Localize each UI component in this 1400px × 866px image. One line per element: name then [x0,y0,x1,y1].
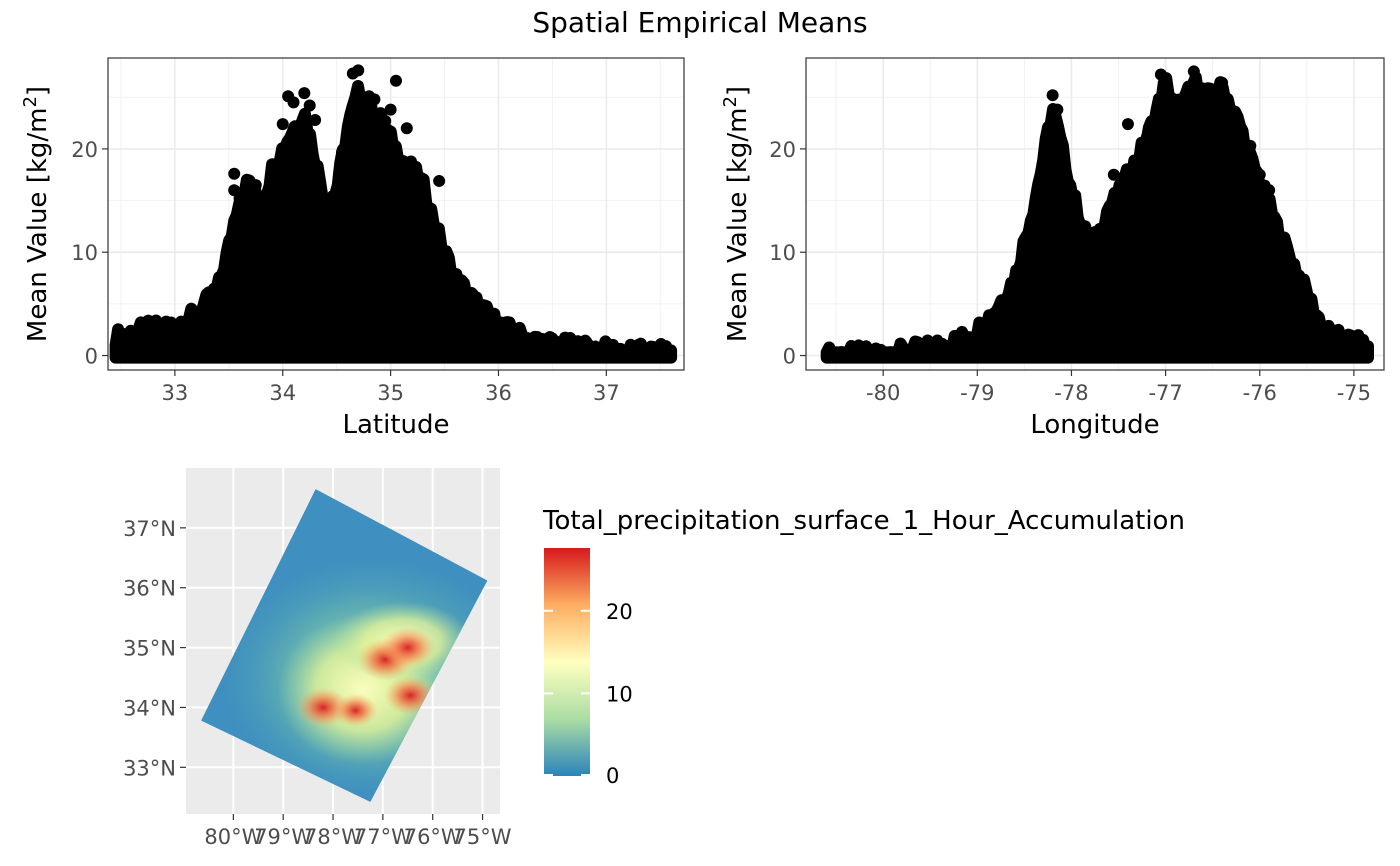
data-point [233,192,246,205]
data-point [373,127,386,140]
map-x-tick-label: 78°W [304,825,362,849]
map-y-tick-label: 36°N [123,577,176,601]
data-point [1154,68,1167,81]
data-point [228,167,241,180]
map-x-tick-label: 76°W [404,825,462,849]
longitude-y-axis-title: Mean Value [kg/m2] [720,86,753,342]
data-point [1169,111,1182,124]
y-tick-label: 20 [769,138,796,162]
x-tick-label: 35 [377,381,404,405]
data-point [1046,89,1059,102]
data-point [1216,76,1229,89]
x-tick-label: -80 [866,381,900,405]
data-point [1263,184,1276,197]
data-point [1183,96,1196,109]
data-point [433,174,446,187]
data-point [298,137,311,150]
legend-tick-label: 10 [606,682,633,706]
data-point [276,144,289,157]
data-point [1220,106,1233,119]
map-y-tick-label: 34°N [123,696,176,720]
map-x-tick-label: 75°W [454,825,512,849]
x-tick-label: 33 [162,381,189,405]
latitude-scatter-panel: 0 10 20 33 34 35 36 37 Latitude Mean Value [kg… [20,57,685,440]
data-point [1121,118,1134,131]
data-point [390,74,402,87]
x-tick-label: 37 [593,381,620,405]
legend-colorbar [544,548,590,776]
data-point [1244,139,1257,152]
data-point [1230,116,1243,129]
x-tick-label: -75 [1337,381,1371,405]
map-y-tick-label: 37°N [123,517,176,541]
data-point [1140,131,1153,144]
x-tick-label: 34 [269,381,296,405]
x-tick-label: -79 [960,381,994,405]
data-point [1159,97,1172,110]
y-tick-label: 10 [71,241,98,265]
figure-title: Spatial Empirical Means [532,6,867,39]
latitude-x-axis-title: Latitude [342,410,449,440]
data-point [1187,65,1200,78]
map-x-tick-label: 80°W [204,825,262,849]
data-point [1051,103,1064,116]
legend-title: Total_precipitation_surface_1_Hour_Accum… [542,506,1185,536]
data-point [1197,108,1210,121]
precip-hotspot [380,627,436,669]
data-point [309,113,322,126]
y-tick-label: 10 [769,241,796,265]
data-point [368,93,381,106]
x-tick-label: -76 [1243,381,1277,405]
data-point [357,101,370,114]
y-tick-label: 0 [783,345,796,369]
dense-point-cloud [109,80,678,364]
x-tick-label: -77 [1148,381,1182,405]
x-tick-label: -78 [1054,381,1088,405]
map-x-tick-label: 77°W [354,825,412,849]
map-y-tick-label: 35°N [123,637,176,661]
longitude-scatter-panel: 0 10 20 -80 -79 -78 -77 -76 -75 Longitude Mean … [720,57,1385,440]
data-point [1211,95,1224,108]
precipitation-map-panel: 33°N 34°N 35°N 36°N 37°N 80°W79°W78°W77°W76°… [123,468,512,849]
map-y-tick-label: 33°N [123,756,176,780]
y-tick-label: 20 [71,138,98,162]
data-point [303,99,316,112]
data-point [276,118,289,131]
data-point [1253,168,1266,181]
data-point [352,64,365,77]
data-point [1107,168,1120,181]
data-point [400,122,413,135]
longitude-x-axis-title: Longitude [1030,410,1159,440]
x-tick-label: 36 [485,381,512,405]
data-point [379,115,392,128]
data-point [298,87,311,100]
data-point [384,103,397,116]
color-legend: Total_precipitation_surface_1_Hour_Accum… [542,506,1185,788]
data-point [336,146,349,159]
latitude-y-axis-title: Mean Value [kg/m2] [20,86,53,342]
y-tick-label: 0 [85,345,98,369]
data-point [287,96,300,109]
data-point [416,181,429,194]
dense-point-cloud [820,71,1374,364]
precip-hotspot [333,693,378,728]
legend-tick-label: 20 [606,600,633,624]
data-point [249,179,262,192]
map-x-tick-label: 79°W [254,825,312,849]
legend-tick-label: 0 [606,764,619,788]
